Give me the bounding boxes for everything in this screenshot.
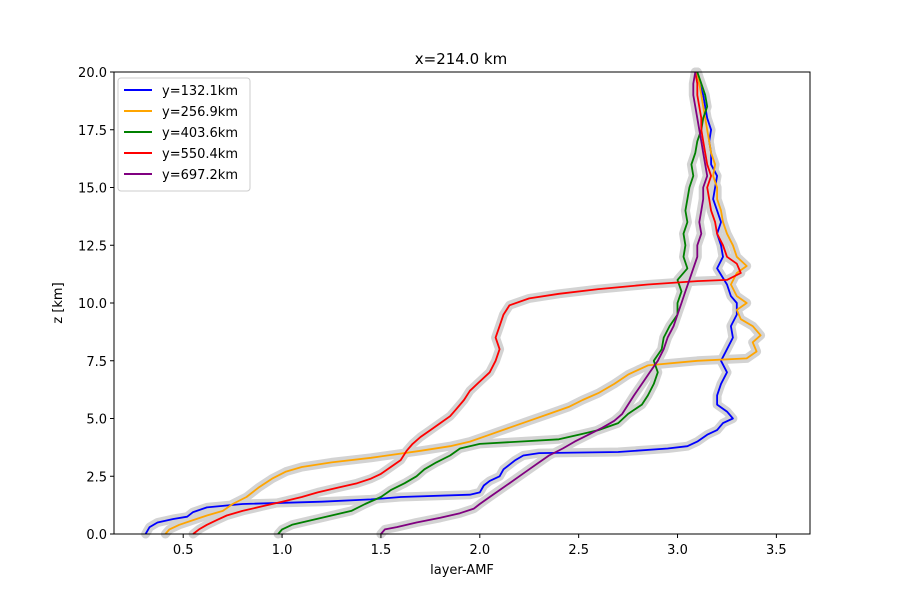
y-axis-ticks: 0.0 2.5 5.0 7.5 10.0 12.5 15.0 17.5 20.0 <box>78 66 114 543</box>
legend: y=132.1km y=256.9km y=403.6km y=550.4km y=69… <box>117 77 251 192</box>
y-tick-label: 5.0 <box>86 413 107 428</box>
legend-label-4: y=550.4km <box>162 147 238 162</box>
series-line-4 <box>192 71 742 535</box>
x-axis-ticks: 0.5 1.0 1.5 2.0 2.5 3.0 3.5 <box>173 534 787 558</box>
x-tick-label: 0.5 <box>173 543 194 558</box>
series-line-2 <box>164 71 762 535</box>
x-tick-label: 3.5 <box>766 543 787 558</box>
series-line-1 <box>144 71 738 535</box>
chart-title: x=214.0 km <box>415 50 507 68</box>
x-tick-label: 3.0 <box>667 543 688 558</box>
legend-label-2: y=256.9km <box>162 105 238 120</box>
x-tick-label: 2.0 <box>469 543 490 558</box>
series-line-3 <box>277 71 709 535</box>
x-tick-label: 2.5 <box>568 543 589 558</box>
legend-label-1: y=132.1km <box>162 84 238 99</box>
x-axis-label: layer-AMF <box>430 563 494 578</box>
series-lines <box>144 71 762 535</box>
legend-label-3: y=403.6km <box>162 126 238 141</box>
y-tick-label: 17.5 <box>78 124 107 139</box>
y-tick-label: 0.0 <box>86 528 107 543</box>
y-tick-label: 12.5 <box>78 239 107 254</box>
legend-frame <box>117 77 251 192</box>
y-tick-label: 2.5 <box>86 470 107 485</box>
legend-label-5: y=697.2km <box>162 168 238 183</box>
y-axis-label: z [km] <box>51 282 66 323</box>
y-tick-label: 20.0 <box>78 66 107 81</box>
series-line-5 <box>380 71 709 535</box>
x-tick-label: 1.0 <box>272 543 293 558</box>
y-tick-label: 7.5 <box>86 355 107 370</box>
y-tick-label: 15.0 <box>78 182 107 197</box>
x-tick-label: 1.5 <box>371 543 392 558</box>
y-tick-label: 10.0 <box>78 297 107 312</box>
